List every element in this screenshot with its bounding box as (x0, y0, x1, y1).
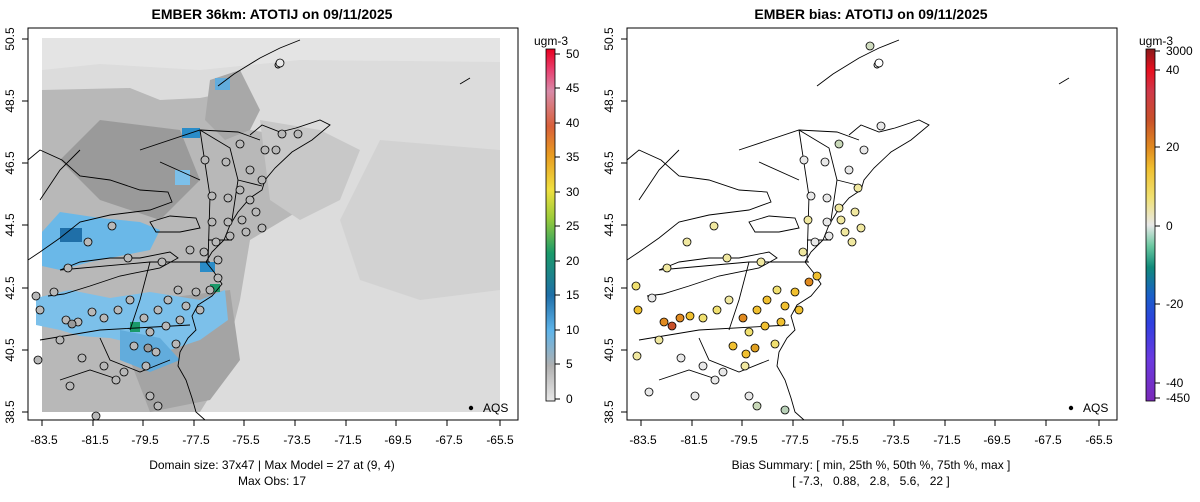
right-colorbar-tick: 20 (1166, 140, 1180, 154)
left-colorbar-tick: 40 (566, 116, 580, 130)
left-colorbar-tick: 30 (566, 185, 580, 199)
left-panel: EMBER 36km: ATOTIJ on 09/11/2025 (3, 6, 580, 488)
left-x-tick: -77.5 (182, 433, 210, 447)
right-x-tick: -81.5 (680, 433, 708, 447)
right-x-tick: -79.5 (730, 433, 758, 447)
right-y-axis (621, 38, 627, 413)
left-caption-line1: Domain size: 37x47 | Max Model = 27 at (… (149, 458, 395, 472)
right-colorbar-tick: 3000 (1166, 44, 1193, 58)
right-y-tick: 44.5 (602, 213, 616, 237)
left-x-tick: -69.5 (384, 433, 412, 447)
right-colorbar-tick: -20 (1166, 297, 1184, 311)
right-colorbar-tick: 40 (1166, 63, 1180, 77)
right-caption-line2: [ -7.3, 0.88, 2.8, 5.6, 22 ] (792, 474, 949, 488)
right-legend-label: AQS (1083, 401, 1108, 415)
right-panel: EMBER bias: ATOTIJ on 09/11/2025 (602, 6, 1193, 488)
right-x-tick: -77.5 (781, 433, 809, 447)
left-colorbar-tick: 5 (566, 357, 573, 371)
left-y-tick: 40.5 (3, 338, 17, 362)
right-aqs-sites (631, 41, 886, 415)
right-colorbar: ugm-3 3000 40 20 0 -20 -40 -450 (1139, 34, 1193, 405)
left-y-tick: 50.5 (3, 27, 17, 51)
right-y-tick: 42.5 (602, 276, 616, 300)
right-plot-frame (626, 27, 1118, 421)
left-colorbar-tick: 35 (566, 150, 580, 164)
right-colorbar-tick: -40 (1166, 376, 1184, 390)
left-y-axis (22, 38, 28, 413)
right-colorbar-unit: ugm-3 (1139, 34, 1173, 48)
left-colorbar-tick: 45 (566, 81, 580, 95)
left-x-tick: -81.5 (81, 433, 109, 447)
right-x-axis (640, 420, 1100, 426)
left-y-tick: 48.5 (3, 89, 17, 113)
left-x-tick: -75.5 (232, 433, 260, 447)
right-x-tick: -69.5 (983, 433, 1011, 447)
right-colorbar-tick: 0 (1166, 219, 1173, 233)
left-y-tick: 38.5 (3, 400, 17, 424)
left-y-tick: 46.5 (3, 151, 17, 175)
right-y-tick: 48.5 (602, 89, 616, 113)
left-x-tick: -71.5 (334, 433, 362, 447)
right-x-tick: -83.5 (629, 433, 657, 447)
left-legend-dot (468, 405, 474, 411)
right-colorbar-tick: -450 (1166, 391, 1190, 405)
left-colorbar-tick: 50 (566, 47, 580, 61)
left-x-tick: -73.5 (283, 433, 311, 447)
left-colorbar-tick: 15 (566, 288, 580, 302)
left-colorbar: ugm-3 0 5 10 15 20 25 30 35 40 45 (534, 34, 580, 406)
left-colorbar-unit: ugm-3 (534, 34, 568, 48)
left-colorbar-tick: 10 (566, 323, 580, 337)
left-aqs-sites (31, 58, 303, 421)
left-model-field (36, 38, 500, 412)
right-x-tick: -75.5 (831, 433, 859, 447)
left-panel-title: EMBER 36km: ATOTIJ on 09/11/2025 (152, 6, 393, 22)
right-y-tick: 46.5 (602, 151, 616, 175)
right-x-tick: -65.5 (1085, 433, 1113, 447)
right-x-tick: -73.5 (882, 433, 910, 447)
left-y-tick: 42.5 (3, 276, 17, 300)
left-x-tick: -67.5 (435, 433, 463, 447)
left-caption-line2: Max Obs: 17 (238, 474, 306, 488)
left-x-tick: -79.5 (131, 433, 159, 447)
left-x-tick: -83.5 (30, 433, 58, 447)
right-x-tick: -71.5 (933, 433, 961, 447)
right-caption-line1: Bias Summary: [ min, 25th %, 50th %, 75t… (732, 458, 1011, 472)
right-x-tick: -67.5 (1034, 433, 1062, 447)
left-legend-label: AQS (483, 401, 508, 415)
left-colorbar-tick: 0 (566, 392, 573, 406)
right-y-tick: 40.5 (602, 338, 616, 362)
right-panel-title: EMBER bias: ATOTIJ on 09/11/2025 (754, 6, 987, 22)
left-x-axis (41, 420, 501, 426)
right-y-tick: 50.5 (602, 27, 616, 51)
right-y-tick: 38.5 (602, 400, 616, 424)
left-x-tick: -65.5 (486, 433, 514, 447)
left-plot-frame (27, 27, 519, 421)
left-colorbar-tick: 25 (566, 219, 580, 233)
left-colorbar-tick: 20 (566, 254, 580, 268)
left-boundaries (28, 39, 471, 420)
right-legend-dot (1068, 405, 1074, 411)
left-y-tick: 44.5 (3, 213, 17, 237)
